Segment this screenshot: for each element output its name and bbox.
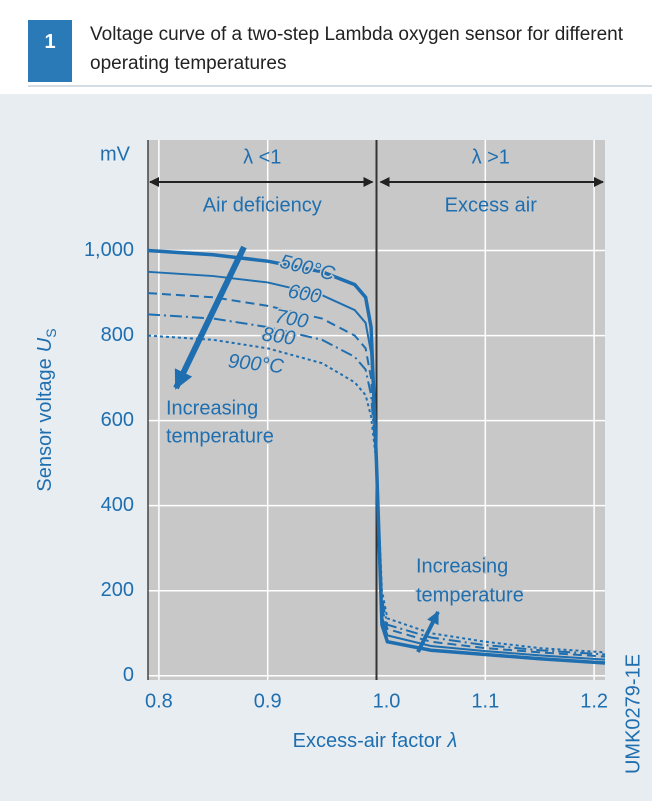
x-tick-label: 1.1 — [471, 690, 499, 712]
y-tick-label: 600 — [101, 409, 134, 431]
figure-number: 1 — [28, 20, 72, 82]
region-label: λ >1 — [472, 146, 510, 168]
series-label: 800 — [261, 323, 297, 349]
y-label-subscript: S — [43, 328, 59, 337]
x-axis-label: Excess-air factor λ — [293, 730, 458, 752]
y-label-symbol: U — [34, 337, 56, 352]
region-label: λ <1 — [243, 146, 281, 168]
y-axis-label: Sensor voltage US — [34, 328, 58, 491]
x-tick-label: 0.9 — [254, 690, 282, 712]
x-tick-label: 1.2 — [580, 690, 608, 712]
note: temperature — [166, 425, 274, 447]
y-tick-label: 400 — [101, 494, 134, 516]
y-tick-label: 0 — [123, 664, 134, 686]
series-line — [147, 270, 606, 661]
series-line — [147, 313, 606, 656]
y-unit: mV — [100, 143, 131, 165]
x-label-text: Excess-air factor — [293, 730, 442, 752]
trend-arrow — [173, 245, 247, 390]
figure-code: UMK0279-1E — [622, 654, 644, 774]
y-tick-label: 800 — [101, 324, 134, 346]
note: Increasing — [416, 555, 508, 577]
x-tick-label: 1.0 — [373, 690, 401, 712]
series-line — [147, 334, 606, 654]
y-tick-label: 200 — [101, 579, 134, 601]
trend-arrow — [416, 610, 440, 653]
note: Increasing — [166, 397, 258, 419]
region-label: Excess air — [445, 194, 538, 216]
y-label-text: Sensor voltage — [34, 358, 56, 491]
x-tick-label: 0.8 — [145, 690, 173, 712]
y-tick-label: 1,000 — [84, 239, 134, 261]
x-label-symbol: λ — [447, 730, 458, 752]
note: temperature — [416, 584, 524, 606]
region-label: Air deficiency — [203, 194, 322, 216]
chart-title: Voltage curve of a two-step Lambda oxyge… — [90, 24, 624, 74]
